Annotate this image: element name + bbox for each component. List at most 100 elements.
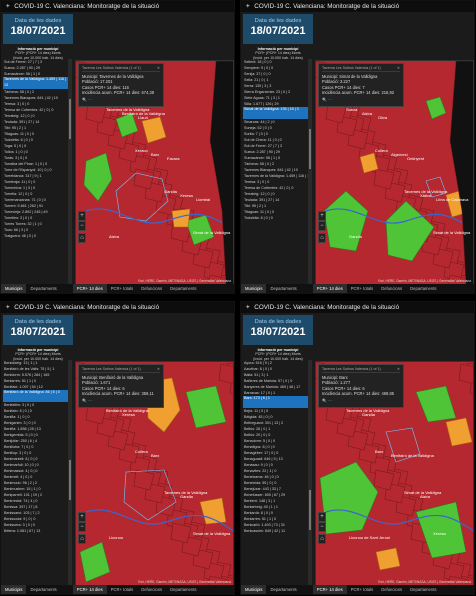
map-tab[interactable]: PCR+ totals xyxy=(110,286,134,291)
list-item[interactable]: Benilloba: 7 | 0 | 0 xyxy=(4,445,34,449)
tab-municipis[interactable]: Municipis xyxy=(1,284,27,293)
list-item[interactable]: Sueca: 2.287 | 90 | 29 xyxy=(244,150,280,154)
zoom-in-button[interactable]: + xyxy=(78,211,86,221)
list-item[interactable]: Benicassim: 849 | 42 | 11 xyxy=(244,529,285,533)
list-item[interactable]: Benimantell: 8 | 0 | 0 xyxy=(4,457,38,461)
list-item[interactable]: Bellreguard: 301 | 13 | 2 xyxy=(244,421,284,425)
list-item[interactable]: Torrelles: 3 | 0 | 0 xyxy=(4,216,33,220)
list-item[interactable]: Siete Aguas: 71 | 3 | 1 xyxy=(244,96,280,100)
list-item[interactable]: Torrebaja: 11 | 0 | 0 xyxy=(4,180,36,184)
list-item[interactable]: Torrevieja: 2.892 | 245 | 49 xyxy=(4,210,48,214)
list-item[interactable]: Sot de Ferrer: 27 | 7 | 3 xyxy=(244,144,282,148)
list-scrollbar[interactable] xyxy=(68,360,72,586)
list-item[interactable]: Torremanzanas: 71 | 0 | 0 xyxy=(4,198,46,202)
map-tab[interactable]: PCR+ 14 dies xyxy=(72,585,107,594)
list-item[interactable]: Sierra Engarcerán: 23 | 0 | 2 xyxy=(244,90,291,94)
list-item[interactable]: Teulada: 391 | 27 | 14 xyxy=(244,198,280,202)
list-item[interactable]: Sot de Ferrer: 27 | 7 | 3 xyxy=(4,60,42,64)
list-item[interactable]: Teresa: 3 | 0 | 0 xyxy=(4,102,30,106)
list-item[interactable]: Benifaió: 1.097 | 54 | 12 xyxy=(4,385,43,389)
list-item[interactable]: Bañeres de Mariola: 57 | 0 | 0 xyxy=(244,379,293,383)
more-icon[interactable]: ⋯ xyxy=(328,97,333,103)
home-icon[interactable]: ⌂ xyxy=(78,534,86,544)
list-item[interactable]: Sorita: 7 | 0 | 0 xyxy=(244,132,268,136)
zoom-in-button[interactable]: + xyxy=(318,512,326,522)
list-item[interactable]: Tibi: 95 | 2 | 1 xyxy=(4,126,27,130)
list-item[interactable]: Torás: 3 | 0 | 0 xyxy=(4,156,28,160)
list-item[interactable]: Ayora: 516 | 9 | 2 xyxy=(244,361,272,365)
list-item[interactable]: Todolella: 6 | 0 | 0 xyxy=(4,138,33,142)
list-item[interactable]: Beniarbeig: 40 | 1 | 1 xyxy=(244,505,278,509)
map-view[interactable]: Benifairó de la Valldigna Cullera Tavernes… xyxy=(75,361,234,586)
list-item[interactable]: Beneixama: 46 | 0 | 0 xyxy=(244,475,279,479)
close-icon[interactable]: ✕ xyxy=(396,367,400,371)
list-item[interactable]: Tàrbena: 58 | 0 | 2 xyxy=(4,90,35,94)
list-item[interactable]: Tibi: 95 | 2 | 1 xyxy=(244,204,267,208)
list-item[interactable]: Titaguas: 11 | 0 | 0 xyxy=(244,210,274,214)
list-item[interactable]: Sinarcas: 44 | 2 | 0 xyxy=(244,120,275,124)
list-item[interactable]: Sueca: 2.287 | 90 | 29 xyxy=(4,66,40,70)
zoom-to-icon[interactable]: 🔍 xyxy=(82,97,87,103)
list-item[interactable]: Benejúzar: 443 | 33 | 7 xyxy=(244,487,281,491)
list-item[interactable]: Torralba del Pinar: 1 | 0 | 0 xyxy=(4,162,48,166)
list-item[interactable]: Benifato: 6 | 0 | 0 xyxy=(4,409,32,413)
list-item[interactable]: Benissanó: 103 | 7 | 2 xyxy=(4,511,40,515)
list-item[interactable]: Tavernes Blanques: 841 | 42 | 10 xyxy=(244,168,298,172)
list-item[interactable]: Benidorm: 5.576 | 284 | 165 xyxy=(4,373,50,377)
scrollbar-thumb[interactable] xyxy=(309,490,311,530)
list-item[interactable]: Terrateig: 12 | 0 | 0 xyxy=(4,114,35,118)
map-tab[interactable]: Defuncions xyxy=(381,286,403,291)
zoom-to-icon[interactable]: 🔍 xyxy=(322,97,327,103)
list-item[interactable]: Teulada: 391 | 27 | 14 xyxy=(4,120,40,124)
list-item[interactable]: Benasau: 9 | 0 | 0 xyxy=(244,463,273,467)
list-item[interactable]: Sumacàrcer: 56 | 1 | 0 xyxy=(4,72,41,76)
zoom-to-icon[interactable]: 🔍 xyxy=(82,398,87,404)
map-tab[interactable]: Defuncions xyxy=(141,587,163,592)
list-item-selected[interactable]: Tavernes de la Valldigna: 1.459 | 116 | … xyxy=(3,77,68,89)
list-item[interactable]: Benigembla: 5 | 0 | 0 xyxy=(4,433,38,437)
map-tab[interactable]: Defuncions xyxy=(381,587,403,592)
list-item[interactable]: Benafigos: 8 | 0 | 0 xyxy=(244,445,275,449)
map-view[interactable]: Tavernes de la Valldigna Xeraco Gandia Sima… xyxy=(75,60,234,285)
map-tab[interactable]: PCR+ 14 dies xyxy=(72,284,107,293)
list-item[interactable]: Benimeli: 4 | 0 | 0 xyxy=(4,475,33,479)
list-scrollbar[interactable] xyxy=(308,360,312,586)
list-item[interactable]: Sella: 21 | 0 | 1 xyxy=(244,78,269,82)
list-item[interactable]: Beneixida: 55 | 0 | 0 xyxy=(244,481,277,485)
list-item[interactable]: Teresa de Cofrentes: 42 | 0 | 0 xyxy=(4,108,54,112)
list-item[interactable]: Terrateig: 12 | 0 | 0 xyxy=(244,192,275,196)
list-item[interactable]: Bèlgida: 45 | 0 | 0 xyxy=(244,415,273,419)
list-item[interactable]: Benifairó de les Valls: 75 | 5 | 1 xyxy=(4,367,55,371)
list-item[interactable]: Benimassot: 4 | 0 | 0 xyxy=(4,469,38,473)
map-tab[interactable]: PCR+ 14 dies xyxy=(312,284,347,293)
map-canvas[interactable]: Benifairó de la Valldigna Cullera Tavernes… xyxy=(76,362,234,586)
list-item[interactable]: Torres Torres: 32 | 1 | 0 xyxy=(4,222,42,226)
home-icon[interactable]: ⌂ xyxy=(318,233,326,243)
list-item[interactable]: Benimarfull: 10 | 0 | 0 xyxy=(4,463,39,467)
more-icon[interactable]: ⋯ xyxy=(328,398,333,404)
municipality-list[interactable]: Benidoleig: 13 | 1 | 1 Benifairó de les V… xyxy=(3,360,68,586)
list-item[interactable]: Soneja: 52 | 0 | 0 xyxy=(244,126,272,130)
map-tab[interactable]: PCR+ totals xyxy=(110,587,134,592)
close-icon[interactable]: ✕ xyxy=(156,66,160,70)
list-item[interactable]: Bétera: 1.081 | 67 | 13 xyxy=(4,529,41,533)
list-item[interactable]: Beniarrés: 51 | 1 | 0 xyxy=(244,517,277,521)
list-item[interactable]: Bellús: 20 | 0 | 0 xyxy=(244,433,271,437)
list-item[interactable]: Beniganim: 3 | 0 | 0 xyxy=(4,421,36,425)
list-item[interactable]: Benifla: 1 | 0 | 0 xyxy=(4,415,30,419)
municipality-list[interactable]: Ayora: 516 | 9 | 2 Azuébar: 8 | 0 | 0 Bàli… xyxy=(243,360,308,586)
municipality-list[interactable]: Sot de Ferrer: 27 | 7 | 3 Sueca: 2.287 | … xyxy=(3,59,68,285)
list-item[interactable]: Benferri: 148 | 3 | 1 xyxy=(244,499,276,503)
list-item[interactable]: Todolella: 6 | 0 | 0 xyxy=(244,216,273,220)
list-item[interactable]: Benijófar: 250 | 6 | 4 xyxy=(4,439,37,443)
tab-departaments[interactable]: Departaments xyxy=(270,587,297,592)
municipality-list[interactable]: Sellent: 18 | 0 | 0 Sempere: 9 | 0 | 0 Sen… xyxy=(243,59,308,285)
list-item[interactable]: Sempere: 9 | 0 | 0 xyxy=(244,66,274,70)
list-item[interactable]: Banyeres de Mariola: 469 | 48 | 17 xyxy=(244,385,301,389)
list-item[interactable]: Beniardà: 8 | 0 | 0 xyxy=(244,511,273,515)
list-item[interactable]: Sellent: 18 | 0 | 0 xyxy=(244,60,272,64)
list-item[interactable]: Teresa: 3 | 0 | 0 xyxy=(244,180,270,184)
zoom-to-icon[interactable]: 🔍 xyxy=(322,398,327,404)
list-item[interactable]: Torrella: 12 | 0 | 0 xyxy=(4,192,33,196)
list-item[interactable]: Bejís: 11 | 0 | 0 xyxy=(244,409,269,413)
